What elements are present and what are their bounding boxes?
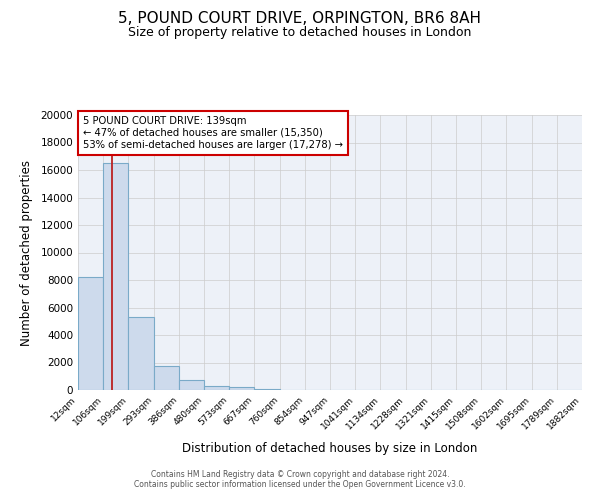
Bar: [179, 380, 204, 390]
Text: Contains HM Land Registry data © Crown copyright and database right 2024.: Contains HM Land Registry data © Crown c…: [151, 470, 449, 479]
Bar: [103, 163, 128, 390]
Text: Contains public sector information licensed under the Open Government Licence v3: Contains public sector information licen…: [134, 480, 466, 489]
Bar: [254, 388, 280, 390]
Bar: [154, 366, 179, 390]
Text: 5, POUND COURT DRIVE, ORPINGTON, BR6 8AH: 5, POUND COURT DRIVE, ORPINGTON, BR6 8AH: [119, 11, 482, 26]
Bar: [229, 387, 254, 390]
Bar: [204, 386, 229, 390]
Text: 5 POUND COURT DRIVE: 139sqm
← 47% of detached houses are smaller (15,350)
53% of: 5 POUND COURT DRIVE: 139sqm ← 47% of det…: [83, 116, 343, 150]
X-axis label: Distribution of detached houses by size in London: Distribution of detached houses by size …: [182, 442, 478, 455]
Y-axis label: Number of detached properties: Number of detached properties: [20, 160, 34, 346]
Bar: [78, 277, 103, 390]
Text: Size of property relative to detached houses in London: Size of property relative to detached ho…: [128, 26, 472, 39]
Bar: [128, 317, 154, 390]
